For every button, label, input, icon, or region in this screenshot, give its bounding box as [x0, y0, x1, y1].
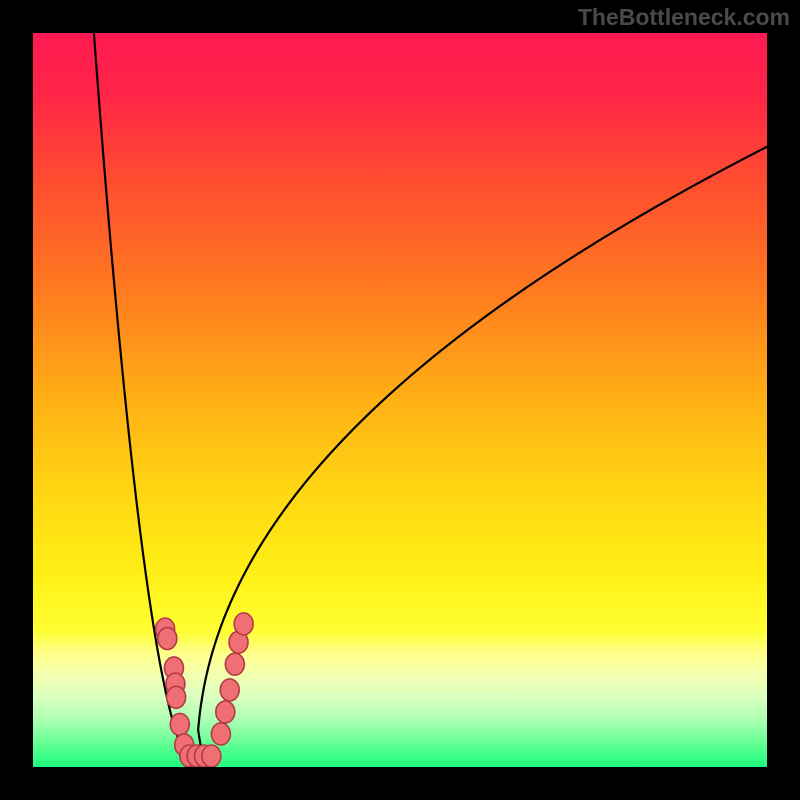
- data-point: [202, 745, 221, 767]
- data-point: [158, 628, 177, 650]
- data-point: [167, 686, 186, 708]
- curves-layer: [33, 33, 767, 767]
- data-point: [225, 653, 244, 675]
- data-point: [170, 713, 189, 735]
- plot-area: [33, 33, 767, 767]
- watermark-text: TheBottleneck.com: [578, 4, 790, 31]
- bottleneck-curve: [94, 33, 767, 767]
- data-point: [220, 679, 239, 701]
- data-point: [211, 723, 230, 745]
- data-point: [234, 613, 253, 635]
- chart-stage: TheBottleneck.com: [0, 0, 800, 800]
- data-point: [216, 701, 235, 723]
